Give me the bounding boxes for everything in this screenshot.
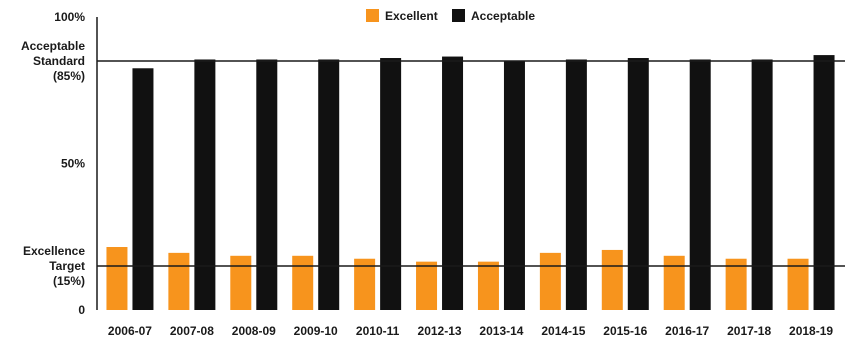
legend-label-excellent: Excellent — [385, 9, 438, 23]
bar-acceptable-2013-14 — [503, 60, 525, 311]
y-axis-ticks: 100% Acceptable Standard (85%) 50% Excellence… — [21, 10, 85, 317]
bar-acceptable-2018-19 — [813, 55, 835, 311]
y-tick-label: 100% — [54, 10, 85, 24]
bar-excellent-2012-13 — [416, 261, 438, 310]
bar-excellent-2015-16 — [601, 249, 623, 310]
bar-acceptable-2015-16 — [627, 58, 649, 310]
bar-excellent-2007-08 — [168, 252, 190, 310]
x-tick-label: 2017-18 — [727, 324, 771, 338]
bar-excellent-2006-07 — [106, 247, 128, 310]
bar-excellent-2008-09 — [230, 255, 252, 310]
y-tick-label: Acceptable Standard (85%) — [21, 39, 85, 83]
x-tick-label: 2014-15 — [541, 324, 585, 338]
bar-excellent-2017-18 — [725, 258, 747, 310]
bar-excellent-2009-10 — [292, 255, 314, 310]
x-tick-label: 2016-17 — [665, 324, 709, 338]
bar-acceptable-2009-10 — [318, 59, 340, 310]
y-tick-label: Excellence Target (15%) — [23, 244, 85, 288]
legend: Excellent Acceptable — [366, 9, 535, 23]
x-tick-label: 2013-14 — [479, 324, 523, 338]
y-tick-label: 50% — [61, 157, 85, 171]
x-tick-label: 2015-16 — [603, 324, 647, 338]
bar-acceptable-2006-07 — [132, 68, 154, 311]
bar-acceptable-2016-17 — [689, 59, 711, 310]
bar-acceptable-2007-08 — [194, 59, 216, 310]
bar-excellent-2014-15 — [539, 252, 561, 310]
x-tick-label: 2018-19 — [789, 324, 833, 338]
x-tick-label: 2009-10 — [294, 324, 338, 338]
bar-acceptable-2008-09 — [256, 59, 278, 310]
bar-excellent-2018-19 — [787, 258, 809, 310]
x-tick-label: 2006-07 — [108, 324, 152, 338]
x-tick-label: 2010-11 — [356, 324, 400, 338]
reference-lines — [97, 60, 845, 267]
bar-acceptable-2017-18 — [751, 59, 773, 310]
y-tick-label: 0 — [78, 303, 85, 317]
bar-excellent-2010-11 — [354, 258, 376, 310]
bar-excellent-2016-17 — [663, 255, 685, 310]
x-tick-label: 2007-08 — [170, 324, 214, 338]
x-tick-label: 2008-09 — [232, 324, 276, 338]
legend-label-acceptable: Acceptable — [471, 9, 535, 23]
bar-acceptable-2012-13 — [442, 56, 464, 311]
legend-swatch-excellent — [366, 9, 379, 22]
legend-swatch-acceptable — [452, 9, 465, 22]
bar-acceptable-2014-15 — [565, 59, 587, 310]
x-tick-label: 2012-13 — [418, 324, 462, 338]
bars-layer — [106, 55, 835, 311]
bar-acceptable-2010-11 — [380, 58, 402, 310]
bar-excellent-2013-14 — [477, 261, 499, 310]
x-axis-ticks: 2006-07 2007-08 2008-09 2009-10 2010-11 2012-… — [108, 324, 833, 338]
